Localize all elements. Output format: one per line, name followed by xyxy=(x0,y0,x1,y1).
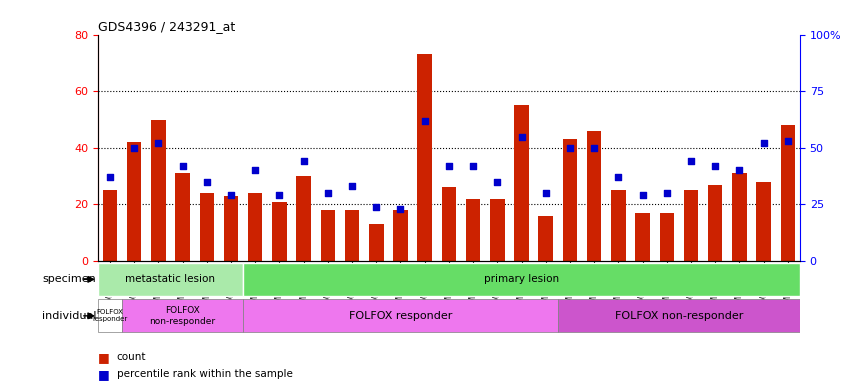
Point xyxy=(103,174,117,180)
Bar xyxy=(418,55,432,261)
Point xyxy=(272,192,286,199)
Text: FOLFOX
non-responder: FOLFOX non-responder xyxy=(150,306,215,326)
Text: primary lesion: primary lesion xyxy=(484,274,559,285)
Point xyxy=(418,118,431,124)
Bar xyxy=(732,173,746,261)
Bar xyxy=(780,125,795,261)
Text: FOLFOX
responder: FOLFOX responder xyxy=(93,310,128,322)
Point xyxy=(369,204,383,210)
Text: specimen: specimen xyxy=(43,274,97,285)
Point xyxy=(636,192,649,199)
Point xyxy=(733,167,746,174)
Bar xyxy=(442,187,456,261)
Point xyxy=(176,163,190,169)
Bar xyxy=(122,300,243,332)
Bar xyxy=(175,173,190,261)
Point xyxy=(563,145,577,151)
Point xyxy=(346,183,359,189)
Point xyxy=(515,134,528,140)
Bar xyxy=(636,213,650,261)
Point xyxy=(612,174,625,180)
Text: metastatic lesion: metastatic lesion xyxy=(125,274,215,285)
Point xyxy=(224,192,237,199)
Bar xyxy=(563,139,577,261)
Point xyxy=(128,145,141,151)
Bar xyxy=(296,176,311,261)
Point xyxy=(490,179,504,185)
Bar xyxy=(272,202,287,261)
Text: individual: individual xyxy=(43,311,97,321)
Bar xyxy=(393,210,408,261)
Text: GDS4396 / 243291_at: GDS4396 / 243291_at xyxy=(98,20,235,33)
Point xyxy=(781,138,795,144)
Text: ■: ■ xyxy=(98,351,110,364)
Text: ■: ■ xyxy=(98,368,110,381)
Bar xyxy=(103,190,117,261)
Text: count: count xyxy=(117,352,146,362)
Bar xyxy=(490,199,505,261)
Bar xyxy=(243,263,800,296)
Point xyxy=(248,167,262,174)
Bar xyxy=(708,185,722,261)
Point xyxy=(757,140,770,146)
Text: FOLFOX responder: FOLFOX responder xyxy=(349,311,452,321)
Bar xyxy=(660,213,674,261)
Point xyxy=(660,190,674,196)
Bar xyxy=(321,210,335,261)
Point xyxy=(200,179,214,185)
Point xyxy=(321,190,334,196)
Text: percentile rank within the sample: percentile rank within the sample xyxy=(117,369,293,379)
Bar xyxy=(539,216,553,261)
Point xyxy=(442,163,455,169)
Point xyxy=(394,206,408,212)
Bar xyxy=(587,131,602,261)
Bar xyxy=(369,224,384,261)
Point xyxy=(708,163,722,169)
Bar xyxy=(465,199,480,261)
Bar xyxy=(345,210,359,261)
Bar xyxy=(127,142,141,261)
Bar xyxy=(248,193,262,261)
Bar xyxy=(98,300,122,332)
Point xyxy=(297,158,311,164)
Bar xyxy=(611,190,625,261)
Bar xyxy=(224,196,238,261)
Bar xyxy=(683,190,699,261)
Bar xyxy=(514,105,528,261)
Point xyxy=(466,163,480,169)
Bar xyxy=(98,263,243,296)
Point xyxy=(684,158,698,164)
Bar xyxy=(757,182,771,261)
Point xyxy=(587,145,601,151)
Bar xyxy=(558,300,800,332)
Bar xyxy=(199,193,214,261)
Bar xyxy=(151,119,166,261)
Point xyxy=(539,190,552,196)
Point xyxy=(151,140,165,146)
Bar xyxy=(243,300,558,332)
Text: FOLFOX non-responder: FOLFOX non-responder xyxy=(614,311,743,321)
